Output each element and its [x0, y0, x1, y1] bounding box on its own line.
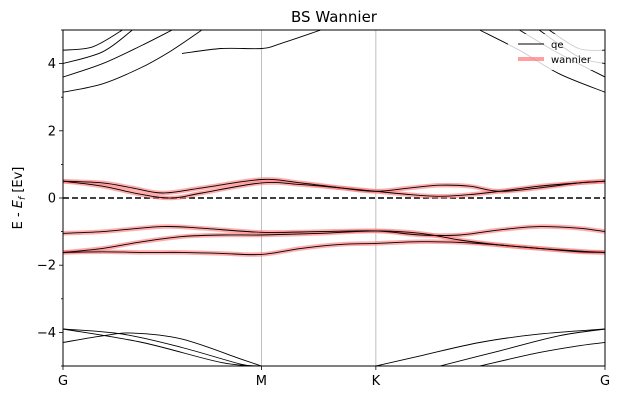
qe-band-17: [63, 180, 605, 199]
y-tick-label: 4: [48, 57, 56, 72]
qe-band-8: [63, 30, 173, 78]
y-tick-label: −2: [37, 259, 56, 274]
qe-band-6: [479, 342, 605, 366]
x-tick-label: M: [256, 374, 267, 389]
chart-title: BS Wannier: [291, 8, 378, 26]
x-tick-label: K: [372, 374, 381, 389]
y-tick-label: 0: [48, 192, 56, 207]
qe-band-9: [63, 30, 133, 65]
qe-band-10: [63, 30, 123, 51]
legend-box: [508, 34, 602, 70]
qe-band-16: [63, 178, 605, 194]
qe-band-20: [63, 241, 605, 256]
qe-band-11: [181, 30, 322, 54]
qe-band-4: [375, 328, 605, 366]
qe-band-3: [63, 332, 262, 366]
y-axis-label: E - Ef [Ev]: [11, 167, 28, 230]
legend-wannier-label: wannier: [551, 55, 592, 66]
qe-band-1: [63, 328, 262, 366]
y-axis: −4 −2 0 2 4: [37, 29, 63, 367]
y-tick-label: 2: [48, 124, 56, 139]
legend: qe wannier: [508, 34, 602, 70]
legend-qe-label: qe: [551, 40, 564, 51]
qe-band-7: [63, 30, 203, 93]
x-tick-label: G: [58, 374, 68, 389]
y-tick-label: −4: [37, 326, 56, 341]
qe-band-5: [439, 328, 605, 366]
x-tick-label: G: [600, 374, 610, 389]
